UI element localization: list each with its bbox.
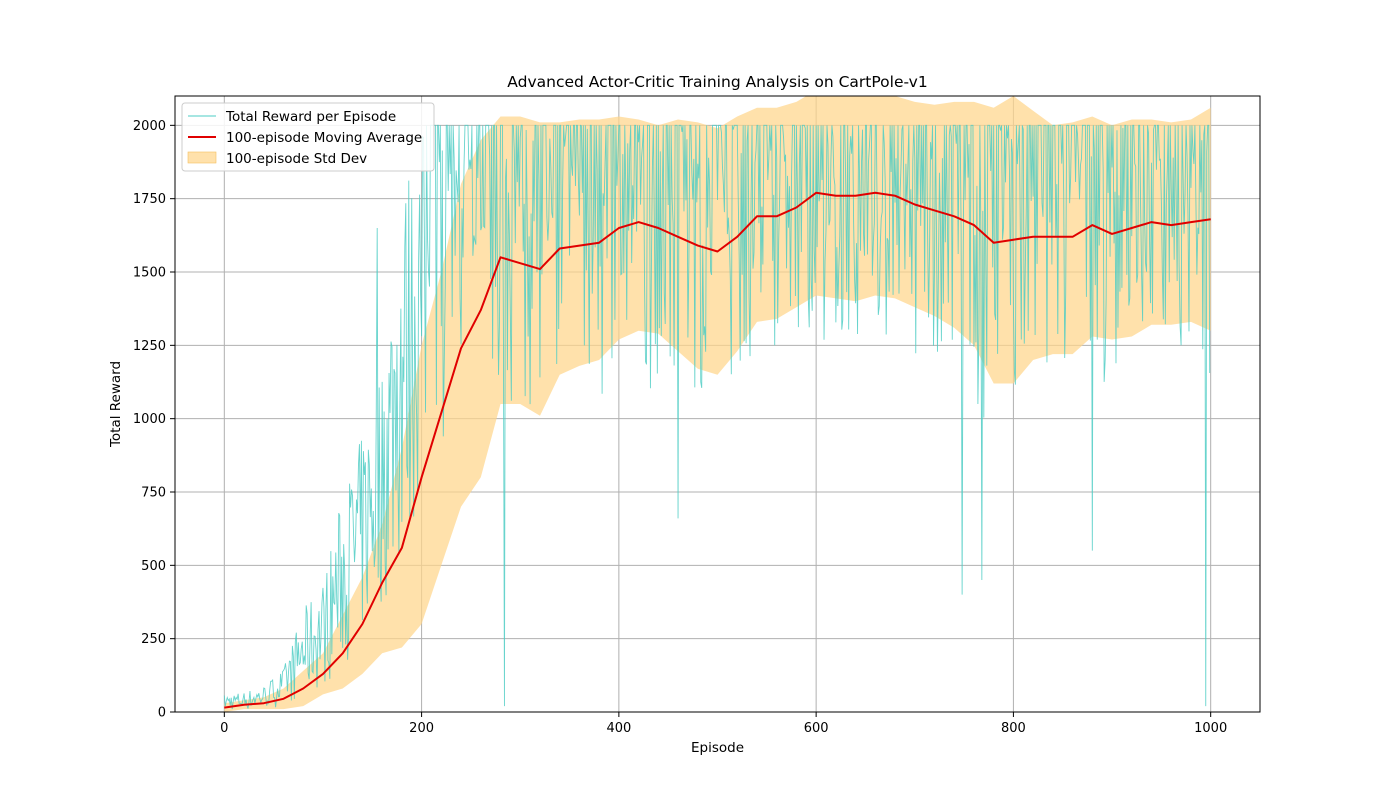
y-axis-label: Total Reward [108,361,124,448]
plot-area [175,96,1260,712]
x-tick-label: 200 [409,721,434,736]
std-band-layer [224,96,1211,712]
chart-title: Advanced Actor-Critic Training Analysis … [507,73,927,91]
std-dev-band [224,96,1211,712]
legend: Total Reward per Episode 100-episode Mov… [181,102,435,172]
y-axis-ticks: 0 250 500 750 1000 1250 1500 1750 2000 [133,119,175,721]
x-tick-label: 400 [606,721,631,736]
legend-box [181,102,435,172]
x-axis-label: Episode [691,740,744,756]
raw-reward-layer [223,124,1211,710]
x-tick-label: 600 [804,721,829,736]
moving-average-layer [224,191,1211,709]
x-tick-label: 800 [1001,721,1026,736]
y-tick-label: 750 [141,486,166,501]
legend-raw-label: Total Reward per Episode [225,109,396,125]
moving-average-line [224,191,1211,709]
x-axis-ticks: 0 200 400 600 800 1000 [220,712,1227,736]
legend-std-label: 100-episode Std Dev [226,151,367,167]
y-tick-label: 0 [158,706,166,721]
y-tick-label: 1500 [133,266,166,281]
legend-std-swatch [187,151,217,164]
x-tick-label: 0 [220,721,228,736]
x-tick-label: 1000 [1194,721,1227,736]
y-tick-label: 250 [141,632,166,647]
y-tick-label: 500 [141,559,166,574]
plot-frame [174,95,1261,713]
raw-reward-line [223,124,1211,710]
y-tick-label: 1000 [133,412,166,427]
y-tick-label: 1750 [133,192,166,207]
y-tick-label: 2000 [133,119,166,134]
y-tick-label: 1250 [133,339,166,354]
legend-moving-average-label: 100-episode Moving Average [226,130,422,146]
